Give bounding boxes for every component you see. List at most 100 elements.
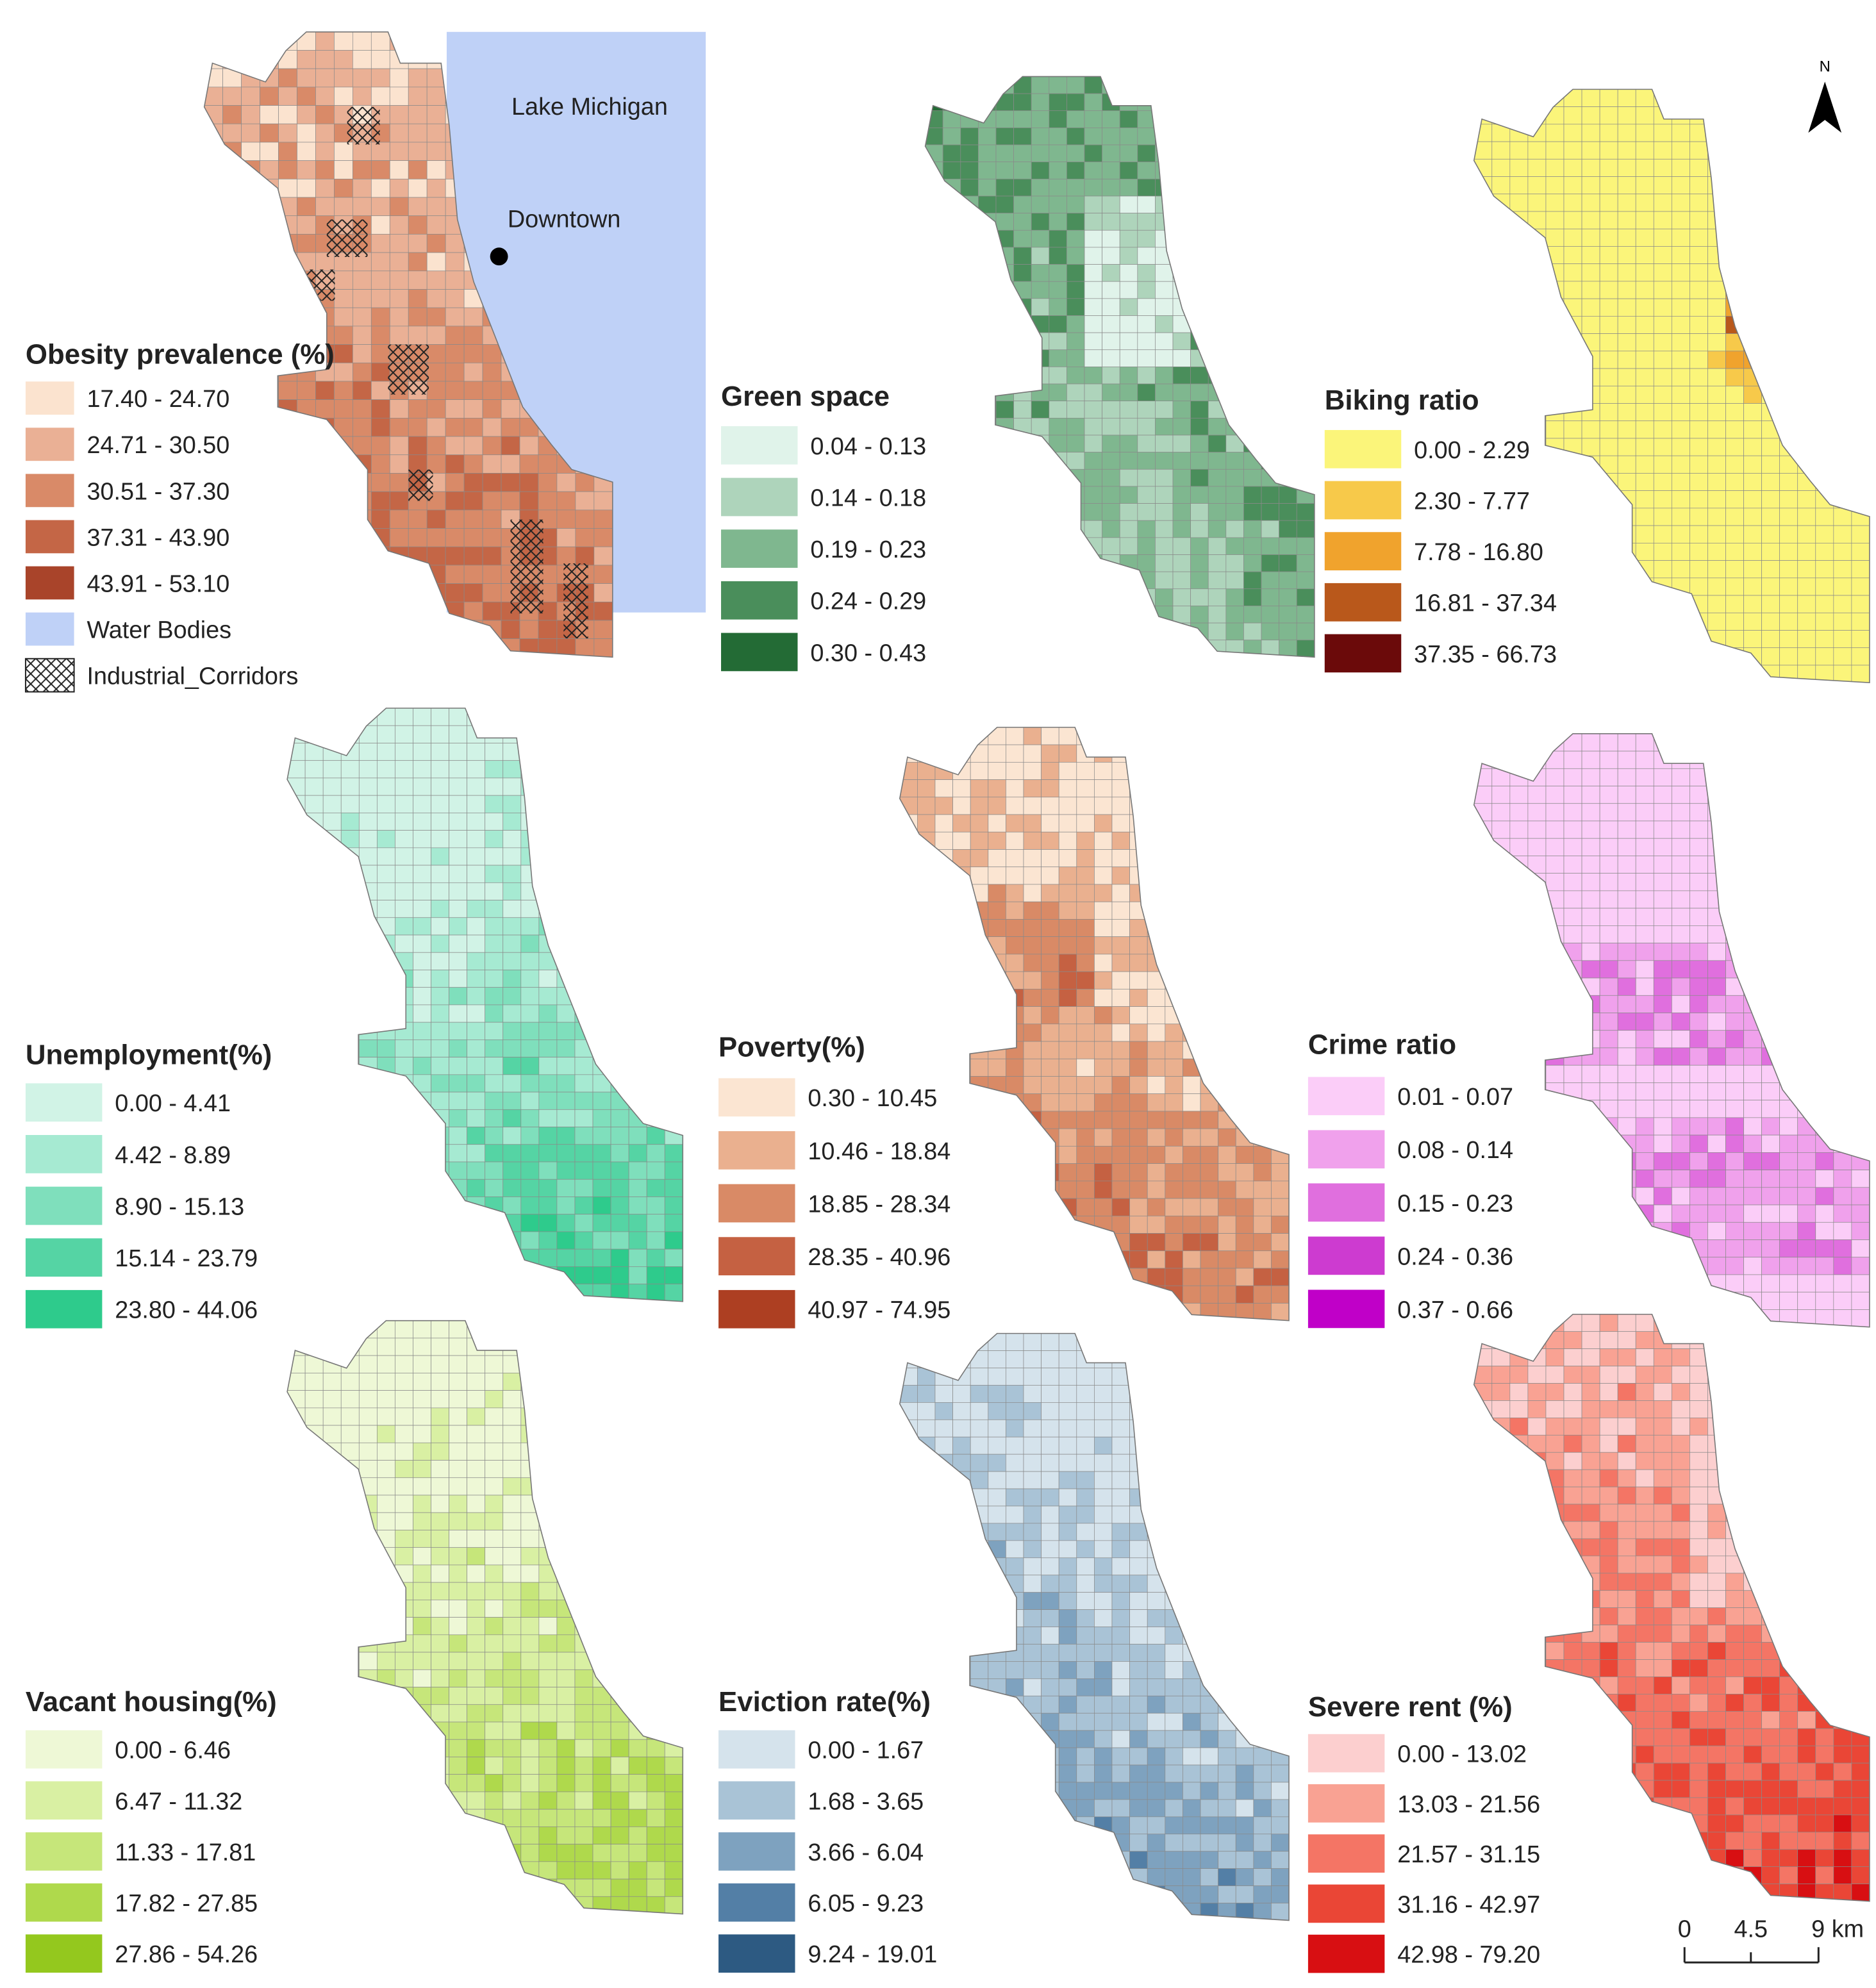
- tract: [1851, 1239, 1870, 1258]
- tract: [1545, 351, 1565, 369]
- tract: [1581, 577, 1600, 596]
- tract: [1707, 106, 1726, 125]
- tract: [1190, 606, 1209, 624]
- tract: [1208, 178, 1227, 197]
- tract: [1671, 420, 1690, 439]
- tract: [1599, 263, 1618, 282]
- tract: [1208, 571, 1227, 590]
- tract: [1743, 595, 1762, 613]
- tract: [1147, 1268, 1166, 1286]
- tract: [942, 503, 961, 521]
- tract: [960, 367, 979, 385]
- tract: [925, 281, 943, 299]
- tract: [315, 160, 335, 179]
- tract: [1102, 418, 1120, 436]
- tract: [942, 195, 961, 213]
- tract: [1671, 1257, 1690, 1275]
- tract: [1527, 281, 1547, 299]
- tract: [1527, 490, 1547, 509]
- tract: [574, 1057, 594, 1075]
- tract: [370, 142, 390, 161]
- tract: [297, 399, 316, 418]
- tract: [1563, 473, 1582, 492]
- tract: [970, 779, 989, 798]
- tract: [1653, 890, 1672, 909]
- tract: [970, 936, 989, 955]
- tract: [1491, 890, 1511, 909]
- tract: [501, 491, 520, 511]
- tract: [1725, 630, 1744, 649]
- tract: [1761, 176, 1781, 195]
- tract: [1761, 228, 1781, 247]
- tract: [1235, 971, 1254, 990]
- tract: [1031, 571, 1050, 590]
- tract: [1491, 960, 1511, 979]
- tract: [1023, 1215, 1042, 1234]
- tract: [413, 1074, 431, 1093]
- tract: [1797, 750, 1816, 769]
- tract: [334, 546, 353, 566]
- tract: [1076, 954, 1095, 972]
- tract: [1023, 919, 1042, 937]
- tract: [520, 1600, 540, 1618]
- tract: [377, 830, 395, 849]
- tract: [1041, 831, 1059, 850]
- tract: [241, 601, 260, 621]
- tract: [1006, 1250, 1024, 1269]
- tract: [1599, 647, 1618, 666]
- tract: [1563, 1100, 1582, 1118]
- tract: [1491, 385, 1511, 404]
- tract: [1094, 797, 1113, 815]
- tract: [502, 917, 522, 936]
- tract: [377, 1127, 395, 1145]
- tract: [1067, 571, 1085, 590]
- tract: [1076, 814, 1095, 832]
- tract: [1013, 315, 1032, 333]
- tract: [646, 1600, 665, 1618]
- tract: [646, 882, 665, 900]
- tract: [370, 326, 390, 345]
- tract: [1235, 849, 1254, 868]
- tract: [322, 1407, 342, 1426]
- tract: [502, 1127, 522, 1145]
- tract: [1689, 1134, 1708, 1153]
- tract: [449, 917, 467, 936]
- tract: [1671, 351, 1690, 369]
- tract: [1049, 298, 1067, 316]
- tract: [1689, 630, 1708, 649]
- tract: [917, 919, 936, 937]
- tract: [1006, 1198, 1024, 1216]
- tract: [1473, 1013, 1493, 1031]
- tract: [1815, 403, 1834, 422]
- tract: [222, 197, 242, 217]
- tract: [520, 1582, 540, 1600]
- tract: [315, 418, 335, 437]
- tract: [1041, 954, 1059, 972]
- tract: [664, 934, 683, 953]
- tract: [1102, 349, 1120, 367]
- tract: [1599, 1100, 1618, 1118]
- tract: [1599, 1187, 1618, 1205]
- tract: [1599, 960, 1618, 979]
- tract: [1491, 316, 1511, 334]
- tract: [1617, 890, 1636, 909]
- tract: [1473, 907, 1493, 926]
- tract: [353, 197, 372, 217]
- tract: [556, 1442, 576, 1461]
- industrial-corridor: [510, 519, 544, 614]
- tract: [1208, 452, 1227, 470]
- tract: [278, 620, 297, 640]
- tract: [1041, 779, 1059, 798]
- tract: [485, 1495, 504, 1513]
- tract: [1527, 907, 1547, 926]
- tract: [1031, 401, 1050, 418]
- tract: [1243, 229, 1262, 248]
- tract: [1049, 213, 1067, 231]
- tract: [426, 252, 446, 272]
- tract: [1761, 455, 1781, 474]
- tract: [1689, 1257, 1708, 1275]
- tract: [1545, 943, 1565, 961]
- tract: [574, 1390, 594, 1409]
- tract: [1635, 803, 1654, 822]
- tract: [1102, 452, 1120, 470]
